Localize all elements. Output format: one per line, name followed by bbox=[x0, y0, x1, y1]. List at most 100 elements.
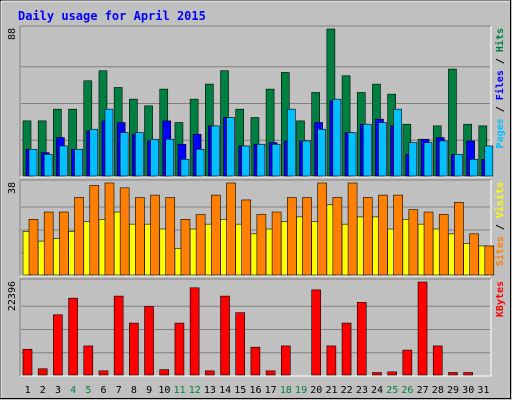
bar-kbytes-day-30 bbox=[463, 372, 473, 376]
x-label-day-13: 13 bbox=[204, 385, 216, 396]
panel-2-legend-part-0: KBytes bbox=[495, 281, 506, 317]
bar-kbytes-day-25 bbox=[387, 371, 397, 376]
bar-sites-day-5 bbox=[89, 185, 100, 276]
chart-title: Daily usage for April 2015 bbox=[18, 9, 206, 23]
x-axis-day-labels: 1 2 3 4 5 6 7 8 9 10 11 12 13 14 15 16 17 18 19 20 21 22 23 24 2… bbox=[25, 385, 490, 396]
x-label-day-9: 9 bbox=[146, 385, 152, 396]
bar-sites-day-24 bbox=[378, 194, 388, 276]
bar-kbytes-day-21 bbox=[326, 345, 337, 376]
bar-sites-day-31 bbox=[484, 245, 495, 276]
bar-kbytes-day-1 bbox=[22, 348, 33, 376]
x-label-day-3: 3 bbox=[55, 385, 61, 396]
x-label-day-5: 5 bbox=[85, 385, 91, 396]
bar-pages-day-6 bbox=[104, 108, 114, 177]
bar-sites-day-6 bbox=[104, 182, 115, 276]
x-label-day-11: 11 bbox=[174, 385, 186, 396]
bar-kbytes-day-3 bbox=[53, 314, 63, 376]
panel-0-legend-part-4: Hits bbox=[494, 28, 506, 52]
bar-kbytes-day-2 bbox=[37, 368, 48, 376]
x-label-day-4: 4 bbox=[70, 385, 76, 396]
panel-1: 38 Sites / Visits bbox=[7, 179, 506, 277]
x-label-day-16: 16 bbox=[249, 385, 261, 396]
bar-pages-day-17 bbox=[271, 143, 281, 177]
x-label-day-31: 31 bbox=[477, 385, 489, 396]
bar-kbytes-day-11 bbox=[174, 322, 185, 376]
bar-pages-day-2 bbox=[43, 153, 53, 177]
x-label-day-27: 27 bbox=[417, 385, 429, 396]
bar-pages-day-31 bbox=[484, 145, 494, 177]
panel-1-legend-part-1: / bbox=[495, 218, 506, 236]
bar-sites-day-3 bbox=[59, 211, 69, 276]
bar-pages-day-13 bbox=[211, 125, 220, 177]
bar-sites-day-19 bbox=[302, 197, 312, 276]
bar-sites-day-8 bbox=[135, 197, 145, 276]
bar-sites-day-17 bbox=[271, 211, 282, 276]
bar-pages-day-29 bbox=[454, 153, 463, 177]
bar-kbytes-day-5 bbox=[83, 345, 94, 376]
bar-sites-day-18 bbox=[286, 197, 297, 276]
bar-kbytes-day-7 bbox=[113, 295, 124, 376]
bar-kbytes-day-15 bbox=[235, 312, 246, 376]
bar-kbytes-day-8 bbox=[129, 322, 139, 376]
bar-sites-day-12 bbox=[195, 214, 206, 276]
panel-0: 88 Pages / Files / Hits bbox=[7, 25, 506, 178]
bar-pages-day-30 bbox=[469, 158, 478, 177]
bar-sites-day-20 bbox=[317, 182, 327, 276]
bar-pages-day-8 bbox=[135, 132, 144, 177]
bar-pages-day-18 bbox=[286, 108, 296, 177]
panel-0-legend-part-2: Files bbox=[494, 70, 506, 100]
bar-sites-day-14 bbox=[226, 182, 236, 276]
bar-pages-day-28 bbox=[438, 140, 448, 177]
x-label-day-7: 7 bbox=[116, 385, 122, 396]
x-label-day-19: 19 bbox=[295, 385, 307, 396]
bar-kbytes-day-18 bbox=[280, 345, 291, 376]
bar-sites-day-9 bbox=[150, 194, 160, 276]
bar-kbytes-day-22 bbox=[341, 322, 352, 376]
x-label-day-25: 25 bbox=[386, 385, 398, 396]
bar-kbytes-day-27 bbox=[417, 281, 428, 376]
bar-pages-day-27 bbox=[423, 142, 433, 177]
bar-kbytes-day-28 bbox=[432, 345, 443, 376]
chart-panels: 88 Pages / Files / Hits 38 Sites / Visits 22… bbox=[7, 25, 506, 377]
x-label-day-15: 15 bbox=[234, 385, 246, 396]
bar-sites-day-13 bbox=[211, 194, 221, 276]
bar-kbytes-day-12 bbox=[189, 287, 200, 376]
bar-pages-day-9 bbox=[150, 138, 159, 177]
bar-sites-day-2 bbox=[43, 211, 54, 276]
panel-0-legend-part-0: Pages bbox=[495, 118, 506, 148]
bar-sites-day-15 bbox=[241, 199, 252, 276]
bar-pages-day-23 bbox=[362, 123, 372, 177]
bar-pages-day-5 bbox=[89, 128, 99, 177]
bar-sites-day-28 bbox=[438, 214, 449, 276]
panel-1-legend-part-0: Sites bbox=[494, 236, 506, 266]
bar-pages-day-16 bbox=[256, 143, 266, 177]
bar-sites-day-23 bbox=[362, 197, 373, 276]
x-label-day-30: 30 bbox=[462, 385, 474, 396]
bar-pages-day-10 bbox=[165, 138, 175, 177]
x-label-day-26: 26 bbox=[401, 385, 413, 396]
bar-sites-day-25 bbox=[393, 194, 403, 276]
bar-pages-day-20 bbox=[317, 128, 326, 177]
panel-0-legend: Pages / Files / Hits bbox=[494, 28, 506, 148]
bar-sites-day-29 bbox=[454, 202, 464, 276]
x-label-day-18: 18 bbox=[280, 385, 292, 396]
bar-kbytes-day-14 bbox=[220, 295, 230, 376]
x-label-day-1: 1 bbox=[25, 385, 31, 396]
panel-0-legend-part-3: / bbox=[495, 52, 506, 70]
x-label-day-22: 22 bbox=[341, 385, 353, 396]
x-label-day-10: 10 bbox=[158, 385, 170, 396]
bar-kbytes-day-16 bbox=[250, 346, 261, 376]
bar-kbytes-day-26 bbox=[402, 349, 413, 376]
x-label-day-21: 21 bbox=[325, 385, 337, 396]
bar-sites-day-30 bbox=[469, 233, 479, 276]
x-label-day-14: 14 bbox=[219, 385, 231, 396]
panel-1-legend-part-2: Visits bbox=[494, 182, 506, 218]
bar-sites-day-16 bbox=[256, 214, 267, 276]
bar-kbytes-day-20 bbox=[311, 289, 321, 376]
bar-pages-day-21 bbox=[332, 98, 342, 177]
bar-pages-day-3 bbox=[59, 145, 68, 177]
bar-pages-day-12 bbox=[195, 148, 205, 177]
panel-0-legend-part-1: / bbox=[495, 100, 506, 118]
